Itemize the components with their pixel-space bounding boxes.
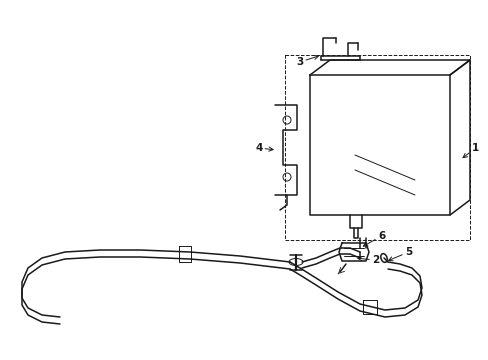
Text: 2: 2 — [357, 255, 379, 265]
Text: 3: 3 — [295, 55, 318, 67]
Text: 6: 6 — [363, 231, 385, 246]
Text: 5: 5 — [388, 247, 411, 261]
Bar — [285, 55, 469, 240]
Text: 1: 1 — [462, 143, 478, 158]
Text: 4: 4 — [254, 143, 273, 153]
